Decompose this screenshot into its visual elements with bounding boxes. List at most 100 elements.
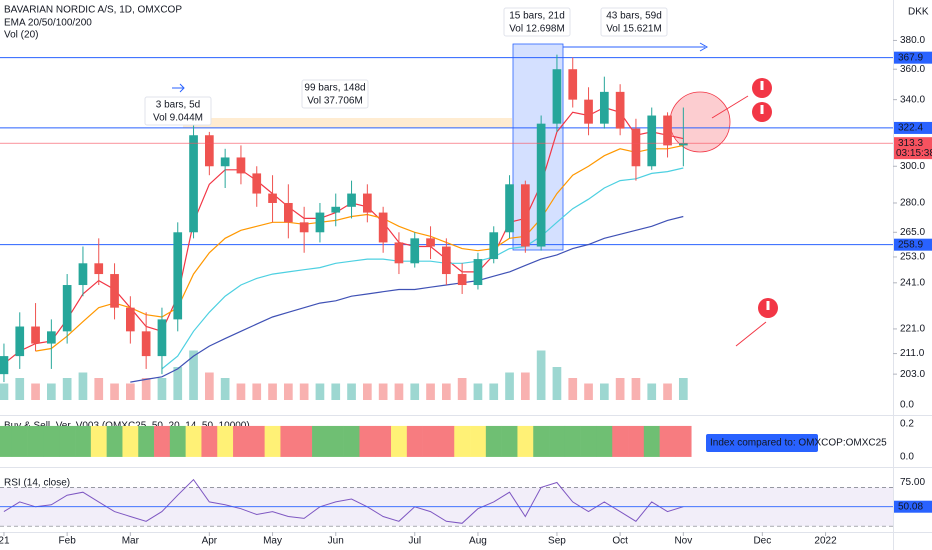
measure-box — [600, 7, 668, 37]
x-tick-label: 21 — [0, 536, 10, 547]
candle-body — [473, 259, 483, 286]
measure-label: 43 bars, 59d — [606, 11, 662, 22]
volume-bar — [536, 350, 546, 400]
measure-label: Vol 9.044M — [153, 113, 203, 124]
candle-body — [647, 115, 657, 167]
rsi-title: RSI (14, close) — [4, 478, 70, 489]
volume-bar — [362, 383, 372, 400]
measure-label: 3 bars, 5d — [156, 100, 200, 111]
x-tick-label: Feb — [59, 536, 77, 547]
signal-band — [169, 425, 186, 457]
volume-bar — [520, 372, 530, 400]
signal-band — [675, 425, 692, 457]
candle-body — [173, 232, 183, 320]
x-tick-label: Mar — [122, 536, 140, 547]
ema-line — [130, 215, 684, 383]
y-tick-label: 380.0 — [900, 35, 925, 46]
measure-label: 99 bars, 148d — [304, 83, 365, 94]
signal-band — [517, 425, 534, 457]
measure-box — [144, 96, 212, 126]
y-tick-label: 360.0 — [900, 64, 925, 75]
y-tick-label: 203.0 — [900, 369, 925, 380]
signal-band — [596, 425, 613, 457]
rsi-tick-label: 75.00 — [900, 477, 925, 488]
volume-bar — [0, 383, 9, 400]
volume-bar — [94, 378, 104, 400]
indicator-label: EMA 20/50/100/200 — [4, 18, 92, 29]
candle-body — [678, 143, 688, 146]
signal-band — [264, 425, 281, 457]
candle-body — [615, 91, 625, 129]
candle-body — [157, 319, 167, 357]
volume-bar — [505, 372, 514, 400]
arrow-head — [699, 42, 709, 52]
signal-band — [564, 425, 581, 457]
signal-band — [422, 425, 439, 457]
candle-body — [552, 69, 562, 124]
alert-mark — [760, 81, 764, 90]
candle-body — [31, 326, 40, 344]
candle-body — [78, 263, 88, 286]
x-tick-label: Oct — [612, 536, 628, 547]
x-tick-label: Jul — [408, 536, 421, 547]
candle-body — [189, 135, 198, 233]
volume-bar — [220, 378, 230, 400]
volume-bar — [441, 383, 451, 400]
signal-band — [628, 425, 645, 457]
pointer-arrow — [735, 321, 767, 347]
volume-bar — [47, 383, 56, 400]
rsi-last-label: 50.08 — [898, 501, 923, 512]
volume-bar — [141, 378, 151, 400]
signal-band — [122, 425, 139, 457]
volume-bar — [268, 383, 277, 400]
candle-body — [378, 212, 388, 243]
volume-bar — [663, 383, 672, 400]
signal-band — [406, 425, 423, 457]
volume-bar — [457, 378, 467, 400]
note-box — [706, 434, 818, 452]
signal-band — [154, 425, 171, 457]
x-tick-label: Nov — [674, 536, 692, 547]
volume-bar — [299, 383, 309, 400]
x-tick-label: Jun — [328, 536, 344, 547]
signal-band — [43, 425, 60, 457]
signal-band — [312, 425, 329, 457]
candle-body — [110, 274, 119, 308]
ema-line — [35, 144, 684, 352]
candle-body — [441, 246, 451, 275]
candle-body — [663, 115, 672, 146]
y-tick-label: 253.0 — [900, 252, 925, 263]
candle-body — [426, 238, 435, 247]
volume-bar — [31, 383, 40, 400]
signal-band — [106, 425, 123, 457]
signal-band — [643, 425, 660, 457]
candle-body — [315, 212, 325, 233]
alert-icons — [752, 78, 778, 318]
volume-bar — [426, 383, 435, 400]
volume-bar — [173, 367, 183, 400]
price-range — [183, 118, 512, 128]
y-tick-label: 211.0 — [900, 348, 925, 359]
candle-body — [520, 184, 530, 247]
signal-band — [485, 425, 502, 457]
candle-body — [410, 238, 420, 264]
price-label: 322.4 — [898, 123, 923, 134]
y-tick-label: 265.0 — [900, 227, 925, 238]
candle-body — [283, 202, 293, 223]
measure-label: Vol 37.706M — [307, 96, 363, 107]
measure-label: Vol 15.621M — [606, 24, 662, 35]
ema-line — [161, 167, 684, 370]
chart-title: BAVARIAN NORDIC A/S, 1D, OMXCOP — [4, 5, 182, 16]
volume-bar — [584, 383, 593, 400]
signal-band — [90, 425, 107, 457]
volume-bar — [378, 383, 388, 400]
candle-body — [252, 173, 262, 194]
candle-body — [347, 193, 356, 207]
signal-band — [185, 425, 202, 457]
last-price-label: 313.3 — [898, 138, 923, 149]
candle-body — [0, 356, 9, 375]
volume-bar — [78, 372, 88, 400]
signal-band — [0, 425, 13, 457]
candle-body — [505, 184, 514, 233]
